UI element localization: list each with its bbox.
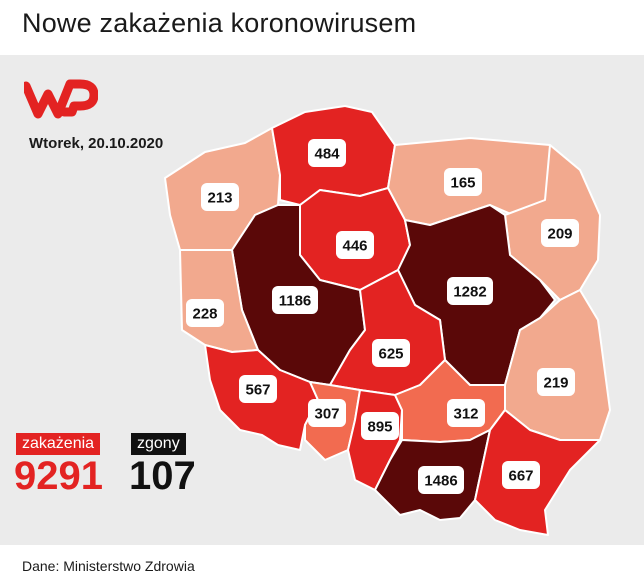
region-value: 667 xyxy=(508,468,533,485)
region-value-badge: 1486 xyxy=(418,466,464,494)
region-value: 1486 xyxy=(424,473,457,490)
region-value: 312 xyxy=(453,406,478,423)
badge-background xyxy=(201,183,239,211)
region-value: 446 xyxy=(342,238,367,255)
badge-background xyxy=(502,461,540,489)
region-value-badge: 307 xyxy=(308,399,346,427)
badge-background xyxy=(541,219,579,247)
region-value-badge: 312 xyxy=(447,399,485,427)
badge-background xyxy=(239,375,277,403)
region-value: 567 xyxy=(245,382,270,399)
region-value-badge: 567 xyxy=(239,375,277,403)
region-value: 484 xyxy=(314,146,340,163)
region-value: 209 xyxy=(547,226,572,243)
region-value-badge: 446 xyxy=(336,231,374,259)
badge-background xyxy=(308,399,346,427)
badge-background xyxy=(272,286,318,314)
badge-background xyxy=(537,368,575,396)
region-value: 1282 xyxy=(453,284,486,301)
badge-background xyxy=(308,139,346,167)
region-value-badge: 1282 xyxy=(447,277,493,305)
region-value: 307 xyxy=(314,406,339,423)
wp-logo-icon xyxy=(24,79,98,119)
region-value-badge: 625 xyxy=(372,339,410,367)
region-value: 895 xyxy=(367,419,392,436)
region-value: 165 xyxy=(450,175,475,192)
source-note: Dane: Ministerstwo Zdrowia xyxy=(22,558,195,574)
deaths-value: 107 xyxy=(129,454,196,498)
region-value: 625 xyxy=(378,346,403,363)
badge-background xyxy=(447,399,485,427)
region-value-badge: 895 xyxy=(361,412,399,440)
badge-background xyxy=(418,466,464,494)
cases-label: zakażenia xyxy=(16,433,101,455)
badge-background xyxy=(447,277,493,305)
region-value-badge: 213 xyxy=(201,183,239,211)
region-value-badge: 484 xyxy=(308,139,346,167)
badge-background xyxy=(361,412,399,440)
region-value: 1186 xyxy=(279,293,312,310)
badge-background xyxy=(372,339,410,367)
deaths-label: zgony xyxy=(131,433,186,455)
region-value-badge: 1186 xyxy=(272,286,318,314)
region-value: 219 xyxy=(543,375,568,392)
page-title: Nowe zakażenia koronowirusem xyxy=(22,8,417,38)
cases-value: 9291 xyxy=(14,454,103,498)
region-value-badge: 219 xyxy=(537,368,575,396)
region-value-badge: 228 xyxy=(186,299,224,327)
region-value: 228 xyxy=(192,306,217,323)
region-value-badge: 667 xyxy=(502,461,540,489)
region-value: 213 xyxy=(207,190,232,207)
badge-background xyxy=(336,231,374,259)
badge-background xyxy=(186,299,224,327)
badge-background xyxy=(444,168,482,196)
region-value-badge: 165 xyxy=(444,168,482,196)
region-value-badge: 209 xyxy=(541,219,579,247)
report-date: Wtorek, 20.10.2020 xyxy=(29,135,164,152)
